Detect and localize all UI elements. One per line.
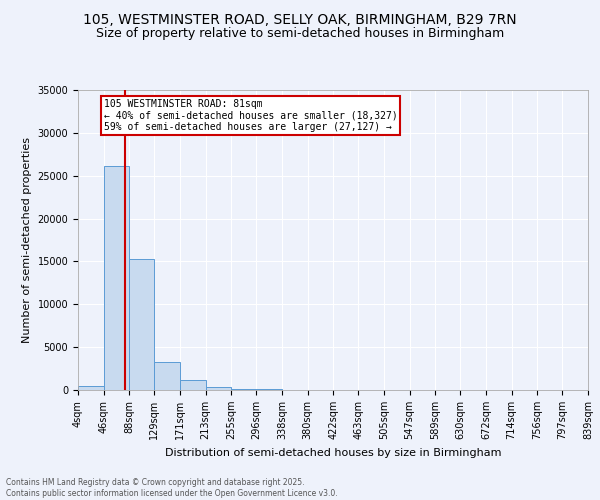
Bar xyxy=(154,362,180,390)
Bar xyxy=(104,166,130,390)
Bar xyxy=(78,386,104,390)
Y-axis label: Number of semi-detached properties: Number of semi-detached properties xyxy=(22,137,32,343)
Text: Size of property relative to semi-detached houses in Birmingham: Size of property relative to semi-detach… xyxy=(96,28,504,40)
Text: 105 WESTMINSTER ROAD: 81sqm
← 40% of semi-detached houses are smaller (18,327)
5: 105 WESTMINSTER ROAD: 81sqm ← 40% of sem… xyxy=(104,98,397,132)
Text: 105, WESTMINSTER ROAD, SELLY OAK, BIRMINGHAM, B29 7RN: 105, WESTMINSTER ROAD, SELLY OAK, BIRMIN… xyxy=(83,12,517,26)
Bar xyxy=(130,259,154,390)
X-axis label: Distribution of semi-detached houses by size in Birmingham: Distribution of semi-detached houses by … xyxy=(165,448,501,458)
Bar xyxy=(232,388,256,390)
Bar xyxy=(180,380,206,390)
Text: Contains HM Land Registry data © Crown copyright and database right 2025.
Contai: Contains HM Land Registry data © Crown c… xyxy=(6,478,338,498)
Bar xyxy=(206,386,232,390)
